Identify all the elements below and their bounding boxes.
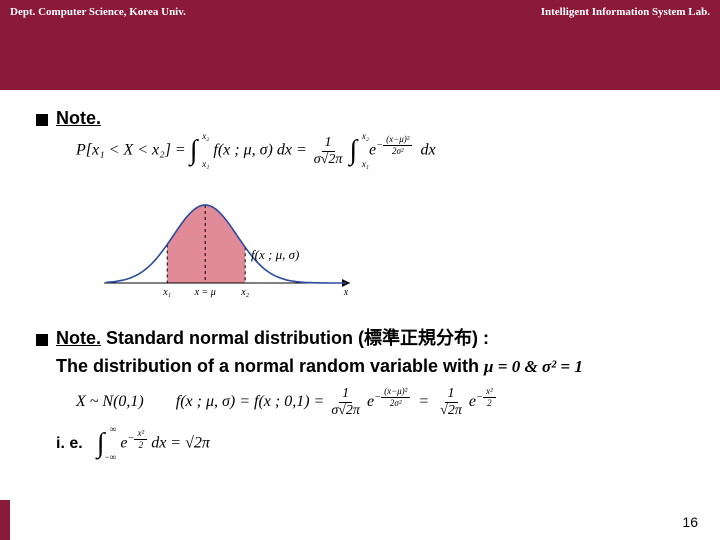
formula-2-frac1: 1 σ√2π bbox=[328, 387, 363, 418]
square-bullet-icon bbox=[36, 114, 48, 126]
page-number: 16 bbox=[682, 514, 698, 530]
formula-2: X ~ N(0,1) f(x ; μ, σ) = f(x ; 0,1) = 1 … bbox=[76, 387, 692, 418]
note-2-title: Standard normal distribution (標準正規分布) : bbox=[101, 328, 489, 348]
header-right: Intelligent Information System Lab. bbox=[541, 6, 710, 90]
formula-1-lhs: P[x₁ < X < x₂] = bbox=[76, 142, 186, 159]
formula-3: ∫ ∞ −∞ e−x²2 dx = √2π bbox=[97, 428, 210, 460]
formula-2-lhs: X ~ N(0,1) bbox=[76, 393, 144, 410]
note-1-row: Note. bbox=[36, 108, 692, 129]
svg-text:x₁: x₁ bbox=[162, 287, 171, 298]
integral-3-icon: ∫ ∞ −∞ bbox=[97, 428, 105, 460]
ie-row: i. e. ∫ ∞ −∞ e−x²2 dx = √2π bbox=[56, 428, 692, 460]
normal-curve-chart: f(x ; μ, σ) x₁ x = μ x₂ x bbox=[96, 175, 692, 310]
note-2-row: Note. Standard normal distribution (標準正規… bbox=[36, 324, 692, 350]
svg-text:f(x ; μ, σ): f(x ; μ, σ) bbox=[251, 247, 299, 262]
note-2-line2-row: The distribution of a normal random vari… bbox=[56, 356, 692, 377]
formula-1: P[x₁ < X < x₂] = ∫ x₂ x₁ f(x ; μ, σ) dx … bbox=[76, 135, 692, 167]
formula-2-mid: f(x ; μ, σ) = f(x ; 0,1) = bbox=[176, 393, 325, 410]
formula-2-eq: = bbox=[418, 393, 429, 410]
integral-1-icon: ∫ x₂ x₁ bbox=[190, 135, 198, 167]
slide-content: Note. P[x₁ < X < x₂] = ∫ x₂ x₁ f(x ; μ, … bbox=[0, 90, 720, 460]
bell-curve-svg: f(x ; μ, σ) x₁ x = μ x₂ x bbox=[96, 175, 356, 305]
formula-2-e2: e bbox=[469, 393, 476, 410]
formula-3-tail: dx = √2π bbox=[151, 435, 210, 452]
formula-2-frac2: 1 √2π bbox=[437, 387, 465, 418]
formula-1-dx: dx bbox=[420, 142, 435, 159]
slide-header: Dept. Computer Science, Korea Univ. Inte… bbox=[0, 0, 720, 90]
note-2-line2: The distribution of a normal random vari… bbox=[56, 356, 484, 376]
formula-2-e1: e bbox=[367, 393, 374, 410]
note-2-label: Note. bbox=[56, 328, 101, 348]
formula-1-frac: 1 σ√2π bbox=[311, 136, 346, 167]
header-left: Dept. Computer Science, Korea Univ. bbox=[10, 6, 186, 90]
integral-2-icon: ∫ x₂ x₁ bbox=[349, 135, 357, 167]
formula-1-mid: f(x ; μ, σ) dx = bbox=[213, 142, 306, 159]
ie-label: i. e. bbox=[56, 435, 83, 453]
note-2-params: μ = 0 & σ² = 1 bbox=[484, 357, 583, 376]
svg-text:x₂: x₂ bbox=[240, 287, 249, 298]
note-1-label: Note. bbox=[56, 108, 101, 129]
square-bullet-icon bbox=[36, 334, 48, 346]
svg-text:x = μ: x = μ bbox=[194, 287, 216, 298]
side-stripe bbox=[0, 500, 10, 540]
svg-text:x: x bbox=[343, 287, 349, 298]
